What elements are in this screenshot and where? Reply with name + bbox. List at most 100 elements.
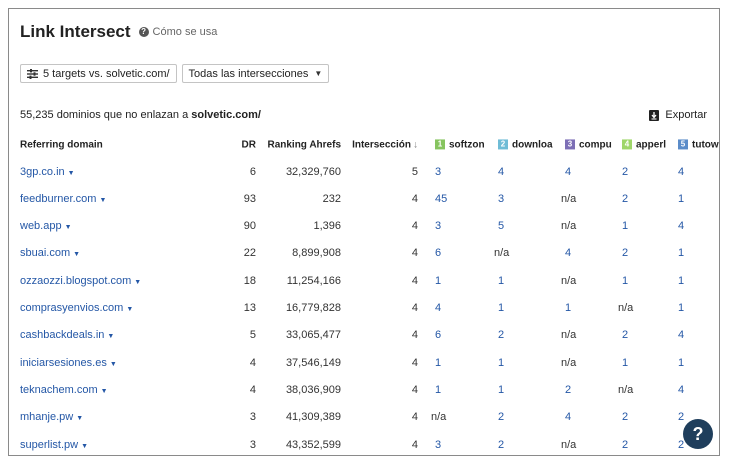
header-referring-domain[interactable]: Referring domain [20,139,103,150]
domain-link[interactable]: mhanje.pw ▼ [20,411,83,423]
header-target-5[interactable]: 5 tutow [678,139,719,150]
target-link-count[interactable]: 2 [565,383,572,396]
domain-link[interactable]: ozzaozzi.blogspot.com ▼ [20,275,141,287]
domain-link[interactable]: comprasyenvios.com ▼ [20,302,133,314]
summary-prefix: 55,235 dominios que no enlazan a [20,109,192,121]
question-icon[interactable]: ? [138,27,149,37]
target-link-count[interactable]: 3 [435,220,442,233]
target-link-count[interactable]: 2 [678,411,685,424]
table-row: 3gp.co.in ▼ 6 32,329,760 5 3 4 4 2 4 [9,158,719,185]
header-target-3[interactable]: 3 compu [565,139,619,150]
download-icon [649,109,660,121]
target-link-count[interactable]: 5 [498,220,505,233]
target-link-count[interactable]: 4 [678,165,685,178]
intersection-value: 4 [411,192,418,205]
target-link-count[interactable]: 1 [622,220,629,233]
target-link-count[interactable]: 2 [622,192,629,205]
target-link-count[interactable]: 6 [435,247,442,260]
target-na-value: n/a [561,220,577,233]
domain-link[interactable]: superlist.pw ▼ [20,439,88,451]
target-link-count[interactable]: 4 [565,165,572,178]
target-link-count[interactable]: 1 [565,302,572,314]
domain-text: cashbackdeals.in [20,329,105,342]
dr-value: 22 [243,247,256,260]
target-link-count[interactable]: 4 [678,220,685,233]
dr-value: 6 [249,165,256,178]
target-badge-3: 3 [565,139,575,150]
header-target-4[interactable]: 4 apperl [622,139,676,150]
target-link-count[interactable]: 4 [565,411,572,424]
target-link-count[interactable]: 1 [435,356,442,369]
target-link-count[interactable]: 4 [678,383,685,396]
target-link-count[interactable]: 1 [435,274,442,287]
target-link-count[interactable]: 2 [622,438,629,451]
caret-down-icon: ▼ [67,169,75,177]
export-button[interactable]: Exportar [649,109,707,121]
target-link-count[interactable]: 2 [622,411,629,424]
header-target-1[interactable]: 1 softzon [435,139,497,150]
target-link-count[interactable]: 2 [498,438,505,451]
target-link-count[interactable]: 1 [498,274,505,287]
target-link-count[interactable]: 3 [498,192,505,205]
intersection-filter-select[interactable]: Todas las intersecciones ▼ [181,64,330,83]
intersection-value: 4 [411,302,418,314]
targets-button[interactable]: 5 targets vs. solvetic.com/ [20,64,177,83]
domain-link[interactable]: feedburner.com ▼ [20,193,106,205]
target-badge-1: 1 [435,139,445,150]
ranking-value: 32,329,760 [285,165,341,178]
domain-link[interactable]: web.app ▼ [20,220,72,232]
header-intersection[interactable]: Intersección ↓ [352,139,418,150]
target-link-count[interactable]: 1 [622,274,629,287]
target-link-count[interactable]: 4 [435,302,442,314]
caret-down-icon: ▼ [99,196,107,204]
target-link-count[interactable]: 2 [622,329,629,342]
table-row: comprasyenvios.com ▼ 13 16,779,828 4 4 1 1 n/a 1 [9,295,719,322]
how-to-use-link[interactable]: Cómo se usa [152,26,218,38]
domain-link[interactable]: teknachem.com ▼ [20,384,108,396]
domain-link[interactable]: sbuai.com ▼ [20,247,80,259]
target-link-count[interactable]: 2 [678,438,685,451]
caret-down-icon: ▼ [73,251,81,259]
table-row: teknachem.com ▼ 4 38,036,909 4 1 1 2 n/a 4 [9,376,719,403]
target-link-count[interactable]: 45 [435,192,448,205]
intersection-value: 4 [411,411,418,424]
ranking-value: 37,546,149 [285,356,341,369]
target-link-count[interactable]: 2 [498,411,505,424]
target-link-count[interactable]: 1 [678,192,685,205]
header-ranking[interactable]: Ranking Ahrefs [267,139,341,150]
domain-text: iniciarsesiones.es [20,356,107,369]
target-link-count[interactable]: 3 [435,165,442,178]
domain-text: feedburner.com [20,192,97,205]
sort-down-icon: ↓ [413,139,418,150]
target-link-count[interactable]: 4 [565,247,572,260]
target-link-count[interactable]: 4 [498,165,505,178]
domain-link[interactable]: cashbackdeals.in ▼ [20,329,114,341]
header-target-2[interactable]: 2 downloa [498,139,557,150]
dr-value: 4 [249,356,256,369]
target-link-count[interactable]: 2 [622,247,629,260]
caret-down-icon: ▼ [76,415,84,423]
target-link-count[interactable]: 1 [498,356,505,369]
target-link-count[interactable]: 4 [678,329,685,342]
target-link-count[interactable]: 1 [678,302,685,314]
target-link-count[interactable]: 2 [498,329,505,342]
target-link-count[interactable]: 2 [622,165,629,178]
domain-link[interactable]: iniciarsesiones.es ▼ [20,357,117,369]
target-link-count[interactable]: 3 [435,438,442,451]
target-link-count[interactable]: 6 [435,329,442,342]
target-link-count[interactable]: 1 [622,356,629,369]
export-label: Exportar [665,109,707,121]
dr-value: 3 [249,438,256,451]
target-link-count[interactable]: 1 [435,383,442,396]
target-na-value: n/a [494,247,510,260]
domain-link[interactable]: 3gp.co.in ▼ [20,166,75,178]
ranking-value: 11,254,166 [286,274,341,287]
target-link-count[interactable]: 1 [498,383,505,396]
header-dr[interactable]: DR [241,139,256,150]
summary-text: 55,235 dominios que no enlazan a solveti… [20,109,261,121]
target-link-count[interactable]: 1 [678,247,685,260]
target-link-count[interactable]: 1 [498,302,505,314]
target-link-count[interactable]: 1 [678,274,685,287]
target-link-count[interactable]: 1 [678,356,685,369]
help-fab-button[interactable]: ? [683,419,713,449]
